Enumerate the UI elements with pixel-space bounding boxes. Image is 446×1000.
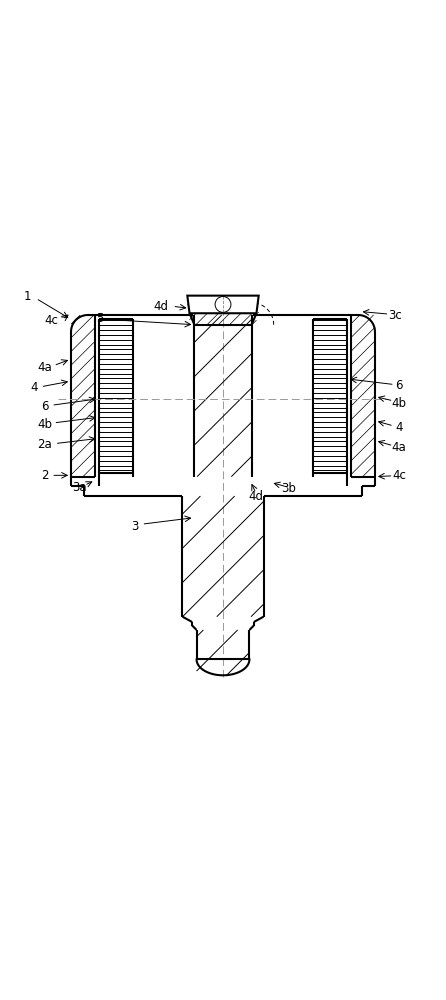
Text: 2: 2 [41, 469, 48, 482]
Text: 4c: 4c [392, 469, 406, 482]
Text: 4b: 4b [392, 397, 407, 410]
Text: 2a: 2a [37, 438, 52, 451]
Text: 4a: 4a [37, 361, 52, 374]
Text: 3a: 3a [73, 481, 87, 494]
Text: 4: 4 [31, 381, 38, 394]
Text: 3: 3 [131, 520, 139, 533]
Text: 4d: 4d [154, 300, 169, 313]
Text: 5: 5 [96, 312, 103, 325]
Text: 3b: 3b [281, 482, 297, 495]
Text: 4b: 4b [37, 418, 52, 431]
Text: 4: 4 [396, 421, 403, 434]
Text: 1: 1 [23, 290, 31, 303]
Text: 4c: 4c [44, 314, 58, 327]
Text: 6: 6 [396, 379, 403, 392]
Text: 3c: 3c [388, 309, 402, 322]
Polygon shape [187, 296, 259, 313]
Text: 6: 6 [41, 400, 48, 413]
Text: 4d: 4d [248, 490, 264, 503]
Text: 4a: 4a [392, 441, 407, 454]
